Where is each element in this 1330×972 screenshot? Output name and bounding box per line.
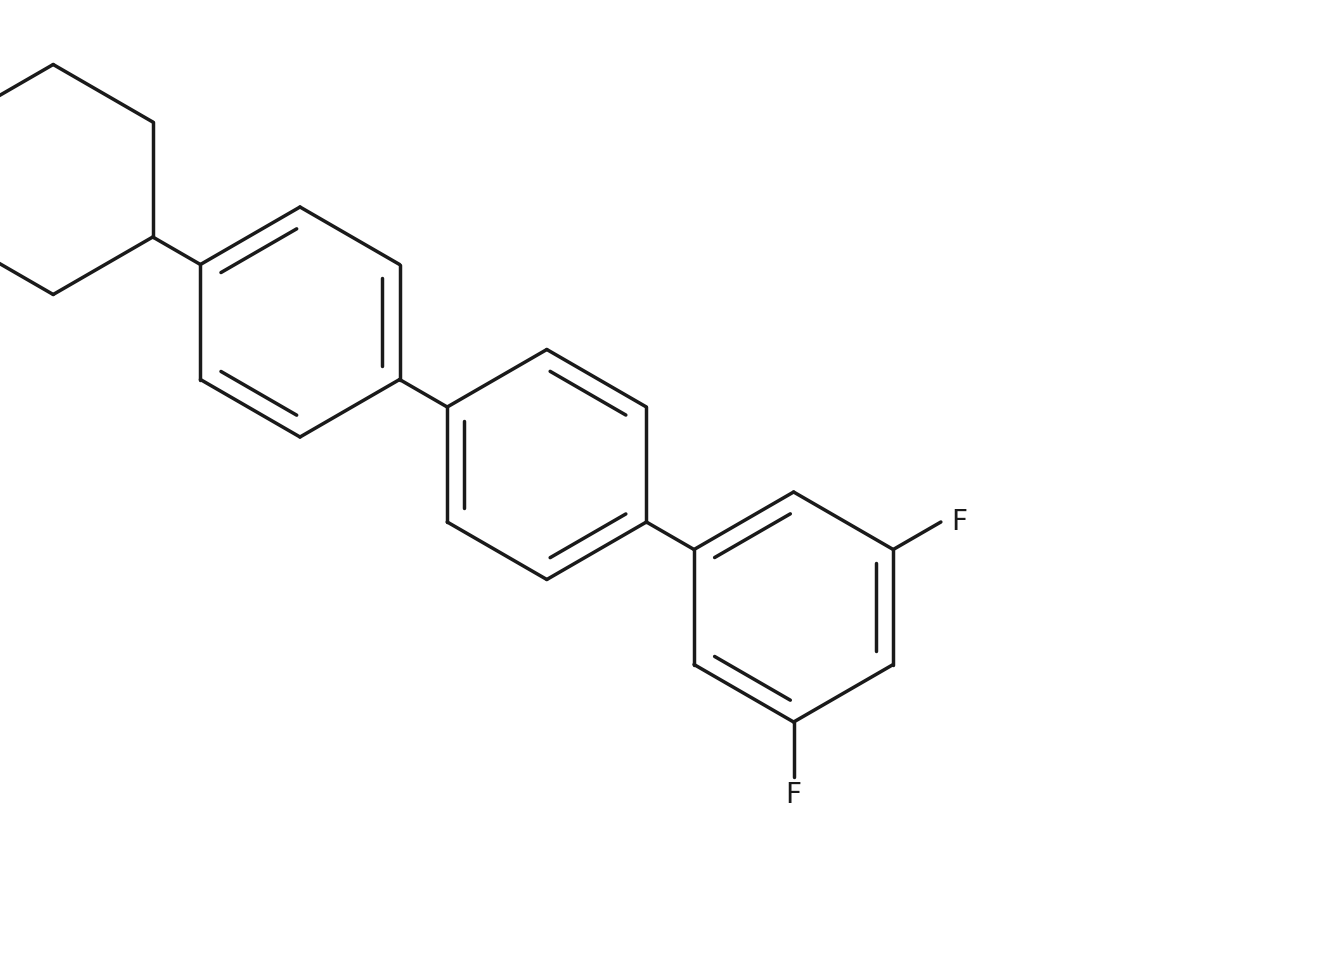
Text: F: F [951,508,967,536]
Text: F: F [786,781,802,809]
